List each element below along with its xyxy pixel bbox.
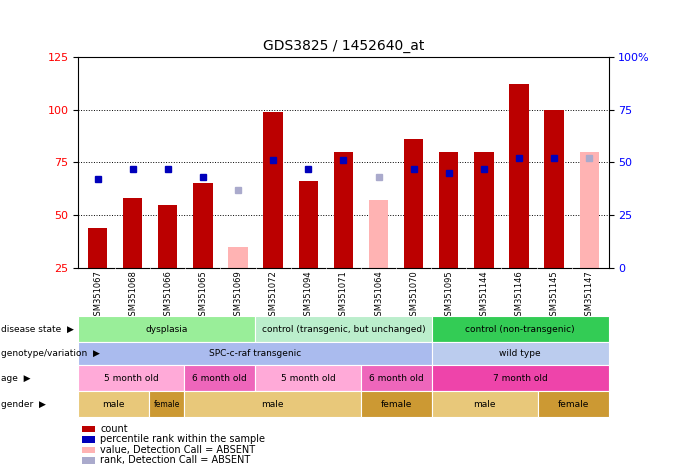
Title: GDS3825 / 1452640_at: GDS3825 / 1452640_at bbox=[262, 39, 424, 53]
Text: wild type: wild type bbox=[499, 349, 541, 358]
Text: SPC-c-raf transgenic: SPC-c-raf transgenic bbox=[209, 349, 301, 358]
Text: control (non-transgenic): control (non-transgenic) bbox=[465, 325, 575, 334]
Text: GSM351064: GSM351064 bbox=[374, 270, 383, 321]
Text: GSM351065: GSM351065 bbox=[199, 270, 207, 321]
Text: percentile rank within the sample: percentile rank within the sample bbox=[101, 434, 265, 445]
Bar bbox=[78, 342, 432, 365]
Text: 7 month old: 7 month old bbox=[493, 374, 547, 383]
Text: GSM351066: GSM351066 bbox=[163, 270, 172, 321]
Text: male: male bbox=[102, 400, 125, 409]
Bar bbox=[432, 391, 538, 417]
Bar bbox=[184, 365, 255, 391]
Bar bbox=[193, 183, 213, 268]
Bar bbox=[545, 109, 564, 268]
Bar bbox=[334, 152, 353, 268]
Bar bbox=[439, 152, 458, 268]
Bar bbox=[361, 365, 432, 391]
Bar bbox=[78, 365, 184, 391]
Text: value, Detection Call = ABSENT: value, Detection Call = ABSENT bbox=[101, 445, 256, 455]
Text: control (transgenic, but unchanged): control (transgenic, but unchanged) bbox=[262, 325, 425, 334]
Text: GSM351072: GSM351072 bbox=[269, 270, 277, 321]
Text: count: count bbox=[101, 424, 128, 434]
Text: 5 month old: 5 month old bbox=[104, 374, 158, 383]
Text: GSM351067: GSM351067 bbox=[93, 270, 102, 321]
Text: 6 month old: 6 month old bbox=[369, 374, 424, 383]
Text: GSM351094: GSM351094 bbox=[304, 270, 313, 321]
Bar bbox=[255, 365, 361, 391]
Text: disease state  ▶: disease state ▶ bbox=[1, 325, 73, 334]
Bar bbox=[369, 201, 388, 268]
Bar bbox=[184, 391, 361, 417]
Text: 5 month old: 5 month old bbox=[281, 374, 335, 383]
Bar bbox=[82, 447, 95, 453]
Bar bbox=[228, 247, 248, 268]
Text: GSM351069: GSM351069 bbox=[233, 270, 243, 321]
Bar bbox=[82, 426, 95, 432]
Bar bbox=[158, 205, 177, 268]
Text: GSM351071: GSM351071 bbox=[339, 270, 348, 321]
Bar bbox=[263, 112, 283, 268]
Bar bbox=[432, 342, 609, 365]
Text: GSM351095: GSM351095 bbox=[444, 270, 454, 321]
Bar bbox=[78, 316, 255, 342]
Bar bbox=[82, 457, 95, 464]
Text: 6 month old: 6 month old bbox=[192, 374, 247, 383]
Text: GSM351145: GSM351145 bbox=[549, 270, 559, 321]
Text: GSM351146: GSM351146 bbox=[515, 270, 524, 321]
Text: GSM351144: GSM351144 bbox=[479, 270, 488, 321]
Text: GSM351068: GSM351068 bbox=[128, 270, 137, 321]
Bar bbox=[432, 365, 609, 391]
Text: gender  ▶: gender ▶ bbox=[1, 400, 46, 409]
Bar bbox=[432, 316, 609, 342]
Text: male: male bbox=[473, 400, 496, 409]
Bar bbox=[88, 228, 107, 268]
Bar bbox=[78, 391, 149, 417]
Bar bbox=[404, 139, 424, 268]
Text: male: male bbox=[261, 400, 284, 409]
Text: rank, Detection Call = ABSENT: rank, Detection Call = ABSENT bbox=[101, 455, 251, 465]
Bar bbox=[361, 391, 432, 417]
Bar bbox=[255, 316, 432, 342]
Bar bbox=[149, 391, 184, 417]
Bar bbox=[474, 152, 494, 268]
Bar bbox=[299, 182, 318, 268]
Bar bbox=[509, 84, 528, 268]
Text: genotype/variation  ▶: genotype/variation ▶ bbox=[1, 349, 99, 358]
Bar bbox=[82, 436, 95, 443]
Text: female: female bbox=[154, 400, 180, 409]
Bar bbox=[123, 198, 142, 268]
Bar bbox=[579, 152, 599, 268]
Text: dysplasia: dysplasia bbox=[146, 325, 188, 334]
Text: GSM351070: GSM351070 bbox=[409, 270, 418, 321]
Text: age  ▶: age ▶ bbox=[1, 374, 30, 383]
Text: female: female bbox=[381, 400, 412, 409]
Text: GSM351147: GSM351147 bbox=[585, 270, 594, 321]
Bar bbox=[538, 391, 609, 417]
Text: female: female bbox=[558, 400, 589, 409]
